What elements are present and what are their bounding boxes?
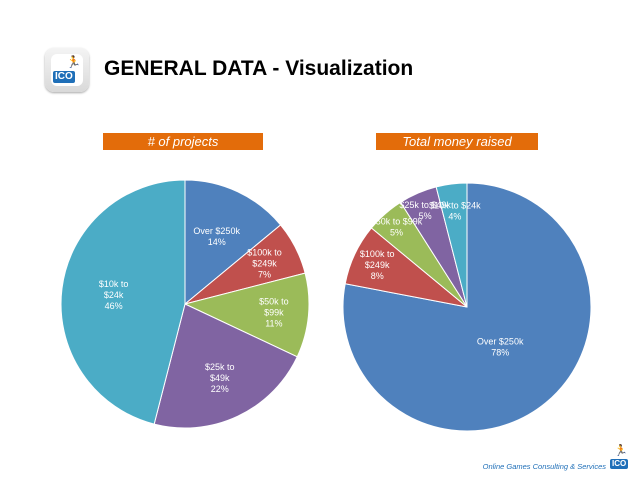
slice-label: Over $250k 14% xyxy=(193,226,240,247)
pie-slice xyxy=(183,272,310,358)
footer-text: Online Games Consulting & Services xyxy=(482,462,606,471)
pie-slice xyxy=(435,182,468,308)
pie-slice xyxy=(153,303,298,429)
footer-logo: 🏃 ICO xyxy=(609,445,631,471)
pie-slice xyxy=(60,179,186,425)
slice-label: $100k to $249k 7% xyxy=(247,248,282,280)
slice-label: $100k to $249k 8% xyxy=(360,249,395,281)
footer-logo-text: ICO xyxy=(610,459,629,469)
slice-label: $10k to $24k 4% xyxy=(429,201,481,222)
logo-badge: 🏃 ICO xyxy=(51,54,83,86)
slice-label: Over $250k 78% xyxy=(477,337,524,358)
page-title: GENERAL DATA - Visualization xyxy=(104,57,414,80)
runner-icon: 🏃 xyxy=(66,55,81,69)
ico-logo: 🏃 ICO xyxy=(45,48,89,92)
slice-label: $25k to $49k 22% xyxy=(205,362,235,394)
slice-label: $50k to $99k 5% xyxy=(371,217,423,238)
pie-slice xyxy=(184,179,282,306)
slice-label: $25k to $49k 5% xyxy=(399,200,451,221)
slice-label: $10k to $24k 46% xyxy=(99,279,129,311)
logo-text: ICO xyxy=(53,71,75,83)
chart-title-money: Total money raised xyxy=(376,133,538,150)
chart-title-projects: # of projects xyxy=(103,133,263,150)
runner-icon: 🏃 xyxy=(614,445,628,457)
slice-label: $50k to $99k 11% xyxy=(259,296,289,328)
